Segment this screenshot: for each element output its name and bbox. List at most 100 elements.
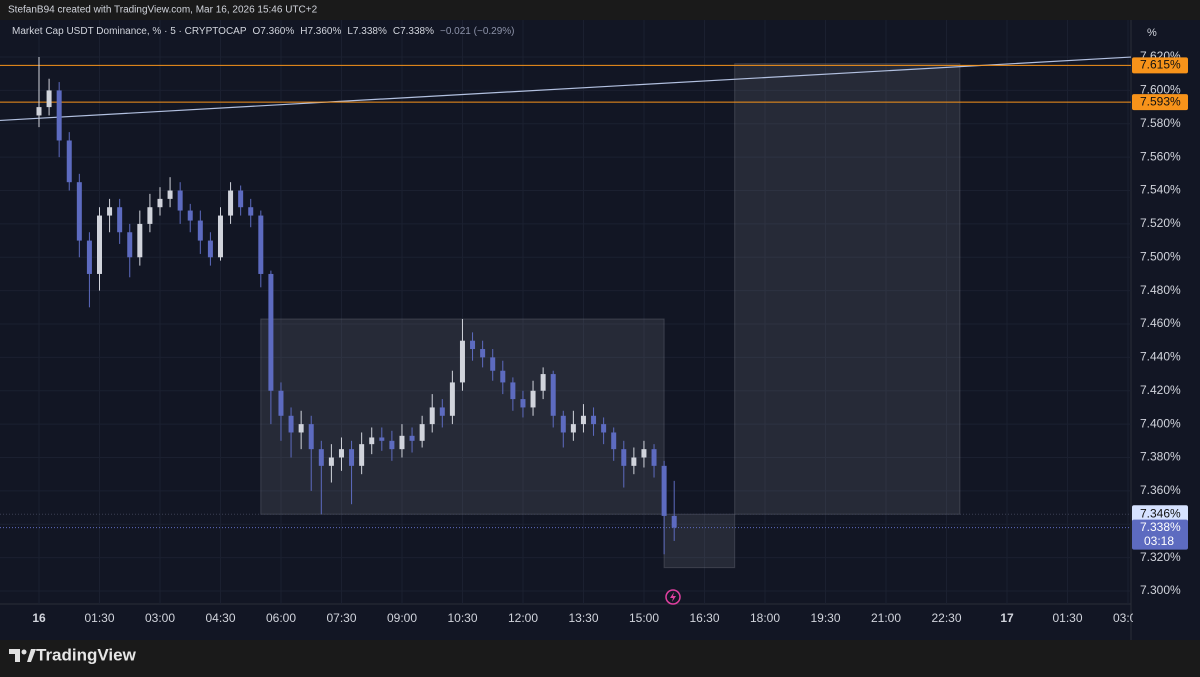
candle-body [248,207,254,216]
brand: TradingView [36,645,137,664]
y-tick-label: 7.380% [1140,450,1181,464]
y-tick-label: 7.500% [1140,249,1181,263]
candle-body [288,415,294,433]
ohlc-value: O7.360% [253,26,295,37]
candle-body [439,407,445,416]
candle-body [147,207,153,224]
ohlc-value: L7.338% [347,26,387,37]
candle-body [278,390,284,416]
y-tick-label: 7.580% [1140,116,1181,130]
y-tick-label: 7.520% [1140,216,1181,230]
ohlc-value: C7.338% [393,26,434,37]
y-tick-label: 7.320% [1140,550,1181,564]
marker-tag [1132,505,1188,523]
candle-body [238,190,244,208]
candle-body [389,440,395,450]
candle-body [338,449,344,458]
candle-body [369,437,375,445]
x-tick-label: 17 [1000,611,1014,625]
candle-body [117,207,123,233]
y-tick-label: 7.420% [1140,383,1181,397]
x-tick-label: 22:30 [931,611,961,625]
x-tick-label: 18:00 [750,611,780,625]
legend: Market Cap USDT Dominance, % · 5 · CRYPT… [12,26,515,37]
ohlc-value: H7.360% [300,26,341,37]
candle-body [641,449,647,458]
candle-body [167,190,173,199]
candle-body [651,449,657,466]
x-tick-label: 13:30 [568,611,598,625]
candle-body [520,399,526,408]
candle-body [187,210,193,221]
candle-body [76,182,82,241]
candle-body [470,340,476,350]
y-tick-label: 7.440% [1140,350,1181,364]
x-tick-label: 06:00 [266,611,296,625]
candle-body [550,374,556,416]
y-tick-label: 7.480% [1140,283,1181,297]
level-label: 7.615% [1140,58,1181,72]
candle-body [207,240,213,258]
y-tick-label: 7.360% [1140,483,1181,497]
candle-body [480,349,486,358]
level-tag [1132,94,1188,111]
x-tick-label: 21:00 [871,611,901,625]
candle-body [510,382,516,400]
candle-body [671,515,677,528]
candle-body [500,370,506,383]
level-label: 7.593% [1140,94,1181,108]
candle-body [86,240,92,274]
trend-line [0,56,1131,122]
y-tick-label: 7.600% [1140,83,1181,97]
candle-body [258,215,264,274]
x-tick-label: 01:30 [1052,611,1082,625]
candle-body [570,424,576,433]
last-price-label: 7.338% [1140,520,1181,534]
x-tick-label: 19:30 [810,611,840,625]
candle-body [46,90,52,108]
level-tag [1132,57,1188,74]
x-tick-label: 16:30 [689,611,719,625]
candle-body [137,223,143,258]
candle-body [349,449,355,466]
x-tick-label: 16 [32,611,46,625]
y-tick-label: 7.540% [1140,183,1181,197]
y-tick-label: 7.460% [1140,316,1181,330]
candle-body [540,374,546,391]
candle-body [591,415,597,425]
last-price-tag [1132,519,1188,550]
candle-body [56,90,62,141]
candle-body [601,424,607,433]
x-tick-label: 03:00 [145,611,175,625]
x-tick-label: 04:30 [205,611,235,625]
candle-body [379,437,385,441]
candle-body [107,207,113,216]
candle-body [399,435,405,450]
y-tick-label: 7.560% [1140,149,1181,163]
candle-body [66,140,72,183]
candle-body [177,190,183,211]
x-tick-label: 09:00 [387,611,417,625]
ohlc-value: −0.021 (−0.29%) [440,26,515,37]
y-tick-label: 7.400% [1140,416,1181,430]
countdown: 03:18 [1144,534,1174,548]
marker-label: 7.346% [1140,506,1181,520]
candle-body [459,340,465,383]
candle-body [611,432,617,450]
plot-area [0,20,1131,604]
x-tick-label: 15:00 [629,611,659,625]
candle-body [409,435,415,441]
candle-body [197,220,203,241]
candle-body [429,407,435,425]
candle-body [308,424,314,450]
candle-body [490,357,496,371]
candle-body [419,424,425,441]
candle-body [96,215,102,274]
candle-body [318,449,324,466]
candle-body [560,415,566,433]
x-tick-label: 03:00 [1113,611,1143,625]
x-tick-label: 01:30 [84,611,114,625]
candle-body [298,424,304,433]
x-tick-label: 07:30 [326,611,356,625]
